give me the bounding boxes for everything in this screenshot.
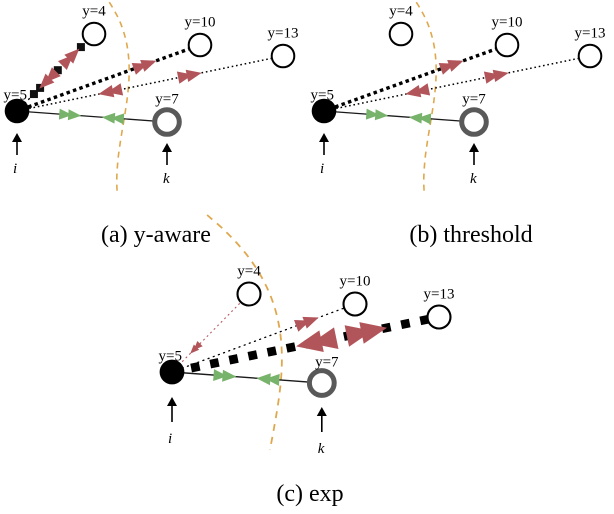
svg-text:(b) threshold: (b) threshold bbox=[409, 222, 532, 248]
svg-text:y=10: y=10 bbox=[492, 15, 523, 31]
svg-text:y=10: y=10 bbox=[340, 274, 371, 290]
svg-text:y=7: y=7 bbox=[462, 92, 486, 108]
svg-text:i: i bbox=[13, 161, 17, 177]
svg-text:y=4: y=4 bbox=[82, 4, 106, 20]
svg-text:k: k bbox=[318, 441, 325, 457]
svg-text:y=5: y=5 bbox=[311, 88, 334, 104]
svg-text:i: i bbox=[168, 431, 172, 447]
svg-text:y=4: y=4 bbox=[389, 4, 413, 20]
svg-text:(a) y-aware: (a) y-aware bbox=[101, 222, 211, 248]
svg-text:y=5: y=5 bbox=[159, 349, 182, 365]
svg-text:y=13: y=13 bbox=[424, 287, 455, 303]
svg-text:y=7: y=7 bbox=[155, 92, 179, 108]
svg-text:(c) exp: (c) exp bbox=[276, 481, 343, 507]
svg-text:y=13: y=13 bbox=[268, 26, 299, 42]
svg-text:i: i bbox=[320, 161, 324, 177]
svg-text:k: k bbox=[163, 171, 170, 187]
svg-text:y=4: y=4 bbox=[237, 264, 261, 280]
svg-text:y=7: y=7 bbox=[315, 355, 339, 371]
svg-text:y=5: y=5 bbox=[4, 88, 27, 104]
svg-text:k: k bbox=[470, 171, 477, 187]
svg-text:y=13: y=13 bbox=[575, 26, 606, 42]
svg-text:y=10: y=10 bbox=[185, 15, 216, 31]
